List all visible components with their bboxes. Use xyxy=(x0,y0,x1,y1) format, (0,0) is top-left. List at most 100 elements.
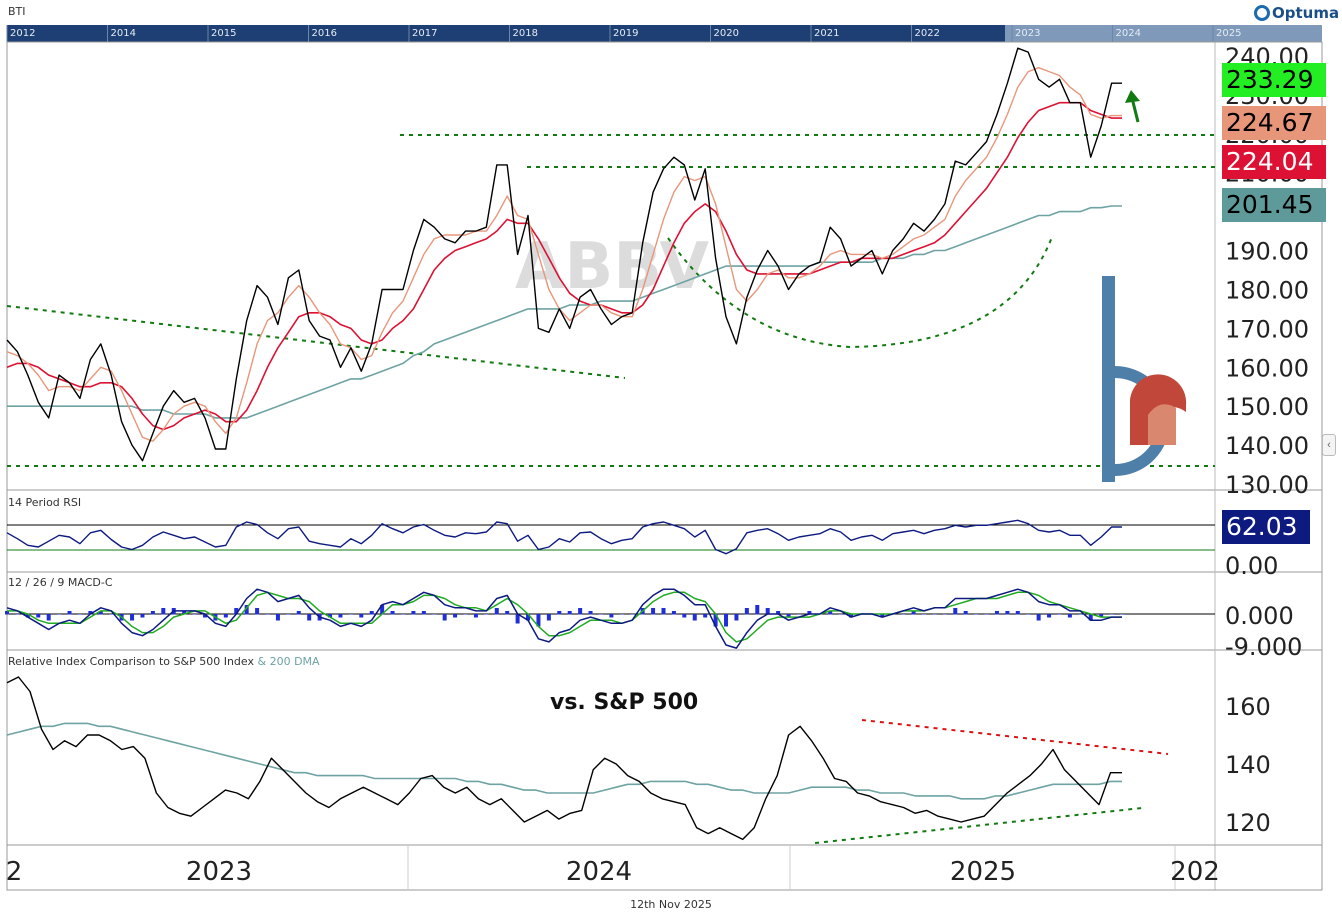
macd-histogram-bar xyxy=(588,611,593,615)
navigator-year-2016: 2016 xyxy=(312,28,337,39)
macd-histogram-bar xyxy=(807,611,812,615)
ma-fast-line xyxy=(6,66,1122,442)
macd-histogram-bar xyxy=(1047,614,1052,618)
macd-histogram-bar xyxy=(57,614,62,615)
macd-histogram-bar xyxy=(400,614,405,615)
macd-histogram-bar xyxy=(536,614,541,627)
macd-histogram-bar xyxy=(88,611,93,615)
price-axis-tick: 130.00 xyxy=(1225,471,1309,499)
macd-histogram-bar xyxy=(1078,614,1083,615)
macd-histogram-bar xyxy=(421,611,426,615)
ticker-watermark: ABBV xyxy=(515,230,710,304)
macd-histogram-bar xyxy=(922,614,927,615)
relative-series-group xyxy=(6,676,1122,841)
x-axis-label: 202 xyxy=(1170,857,1220,887)
navigator-year-2012: 2012 xyxy=(10,28,35,39)
price-axis-tick: 140.00 xyxy=(1225,432,1309,460)
navigator-year-2024: 2024 xyxy=(1116,28,1141,39)
relative-axis-tick: 120 xyxy=(1225,809,1271,837)
macd-histogram-bar xyxy=(786,614,791,618)
macd-histogram-bar xyxy=(953,608,958,615)
macd-histogram-bar xyxy=(578,608,583,615)
macd-histogram-bar xyxy=(15,614,20,615)
macd-histogram-bar xyxy=(442,614,447,621)
last-price-label: 233.29 xyxy=(1222,63,1326,97)
rsi-series-group xyxy=(6,519,1122,555)
macd-histogram-bar xyxy=(328,614,333,618)
optuma-logo-icon xyxy=(1254,5,1270,21)
macd-histogram-bar xyxy=(484,614,489,615)
navigator-year-2020: 2020 xyxy=(714,28,739,39)
macd-histogram-bar xyxy=(974,614,979,615)
navigator-year-labels: 2012 2014 2015 2016 2017 2018 2019 2020 2021 2022… xyxy=(6,25,1241,42)
macd-histogram-bar xyxy=(380,605,385,615)
macd-histogram-bar xyxy=(651,608,656,615)
relative-support-line xyxy=(814,807,1143,844)
macd-histogram-bar xyxy=(463,614,468,615)
macd-histogram-bar xyxy=(598,614,603,615)
macd-histogram-bar xyxy=(849,614,854,618)
macd-histogram-bar xyxy=(411,611,416,615)
navigator-year-2017: 2017 xyxy=(412,28,437,39)
ma-mid-line xyxy=(6,101,1122,431)
rounding-bottom-arc xyxy=(667,236,1053,349)
relative-y-axis: 120 140 160 xyxy=(1225,693,1271,837)
macd-histogram-bar xyxy=(182,611,187,615)
macd-histogram-bar xyxy=(36,614,41,618)
macd-histogram-bar xyxy=(1026,614,1031,615)
macd-histogram-bar xyxy=(130,614,135,621)
macd-histogram-bar xyxy=(494,608,499,615)
symbol-label: BTI xyxy=(8,5,26,18)
macd-histogram-bar xyxy=(776,611,781,615)
macd-histogram-bar xyxy=(1036,614,1041,621)
macd-axis-tick-zero: 0.000 xyxy=(1225,602,1294,630)
navigator-window[interactable] xyxy=(1005,25,1322,42)
macd-histogram-bar xyxy=(286,614,291,615)
relative-title-ma: & 200 DMA xyxy=(257,655,320,668)
macd-histogram-bar xyxy=(609,614,614,618)
optuma-logo-text: Optuma xyxy=(1272,4,1340,22)
x-axis-label: 2024 xyxy=(566,857,632,887)
macd-histogram-bar xyxy=(880,614,885,618)
price-axis-tick: 150.00 xyxy=(1225,393,1309,421)
macd-histogram-bar xyxy=(671,611,676,615)
ma-fast-label: 224.67 xyxy=(1222,106,1326,140)
relative-resistance-line xyxy=(861,719,1169,755)
macd-series-group xyxy=(5,588,1124,649)
price-series-group xyxy=(6,47,1122,462)
macd-histogram-bar xyxy=(765,608,770,615)
rsi-line xyxy=(6,519,1122,555)
navigator-bar[interactable] xyxy=(7,25,1322,42)
macd-histogram-bar xyxy=(567,611,572,615)
price-axis-tick: 190.00 xyxy=(1225,238,1309,266)
macd-histogram-bar xyxy=(994,611,999,615)
navigator-year-2015: 2015 xyxy=(211,28,236,39)
macd-histogram-bar xyxy=(473,614,478,618)
macd-histogram-bar xyxy=(724,614,729,627)
macd-histogram-bar xyxy=(1109,614,1114,615)
macd-histogram-bar xyxy=(661,608,666,615)
price-trendlines xyxy=(6,134,1215,467)
macd-histogram-bar xyxy=(77,614,82,615)
relative-axis-tick: 160 xyxy=(1225,693,1271,721)
x-axis: 2 2023 2024 2025 202 xyxy=(6,845,1220,890)
macd-histogram-bar xyxy=(202,614,207,618)
macd-histogram-bar xyxy=(713,614,718,627)
macd-histogram-bar xyxy=(275,614,280,621)
price-axis-tick: 160.00 xyxy=(1225,354,1309,382)
macd-histogram-bar xyxy=(630,614,635,615)
macd-histogram-bar xyxy=(526,614,531,621)
navigator-year-2014: 2014 xyxy=(111,28,136,39)
price-axis-tick: 170.00 xyxy=(1225,315,1309,343)
macd-histogram-bar xyxy=(703,614,708,618)
macd-histogram-bar xyxy=(734,614,739,621)
collapse-panel-button[interactable]: ‹ xyxy=(1322,434,1336,456)
x-axis-label: 2 xyxy=(6,857,23,887)
macd-histogram-bar xyxy=(369,611,374,615)
macd-histogram-bar xyxy=(932,614,937,615)
brand-watermark-logo xyxy=(1102,276,1187,482)
macd-histogram-bar xyxy=(432,614,437,615)
macd-histogram-bar xyxy=(755,605,760,615)
macd-histogram-bar xyxy=(1005,611,1010,615)
